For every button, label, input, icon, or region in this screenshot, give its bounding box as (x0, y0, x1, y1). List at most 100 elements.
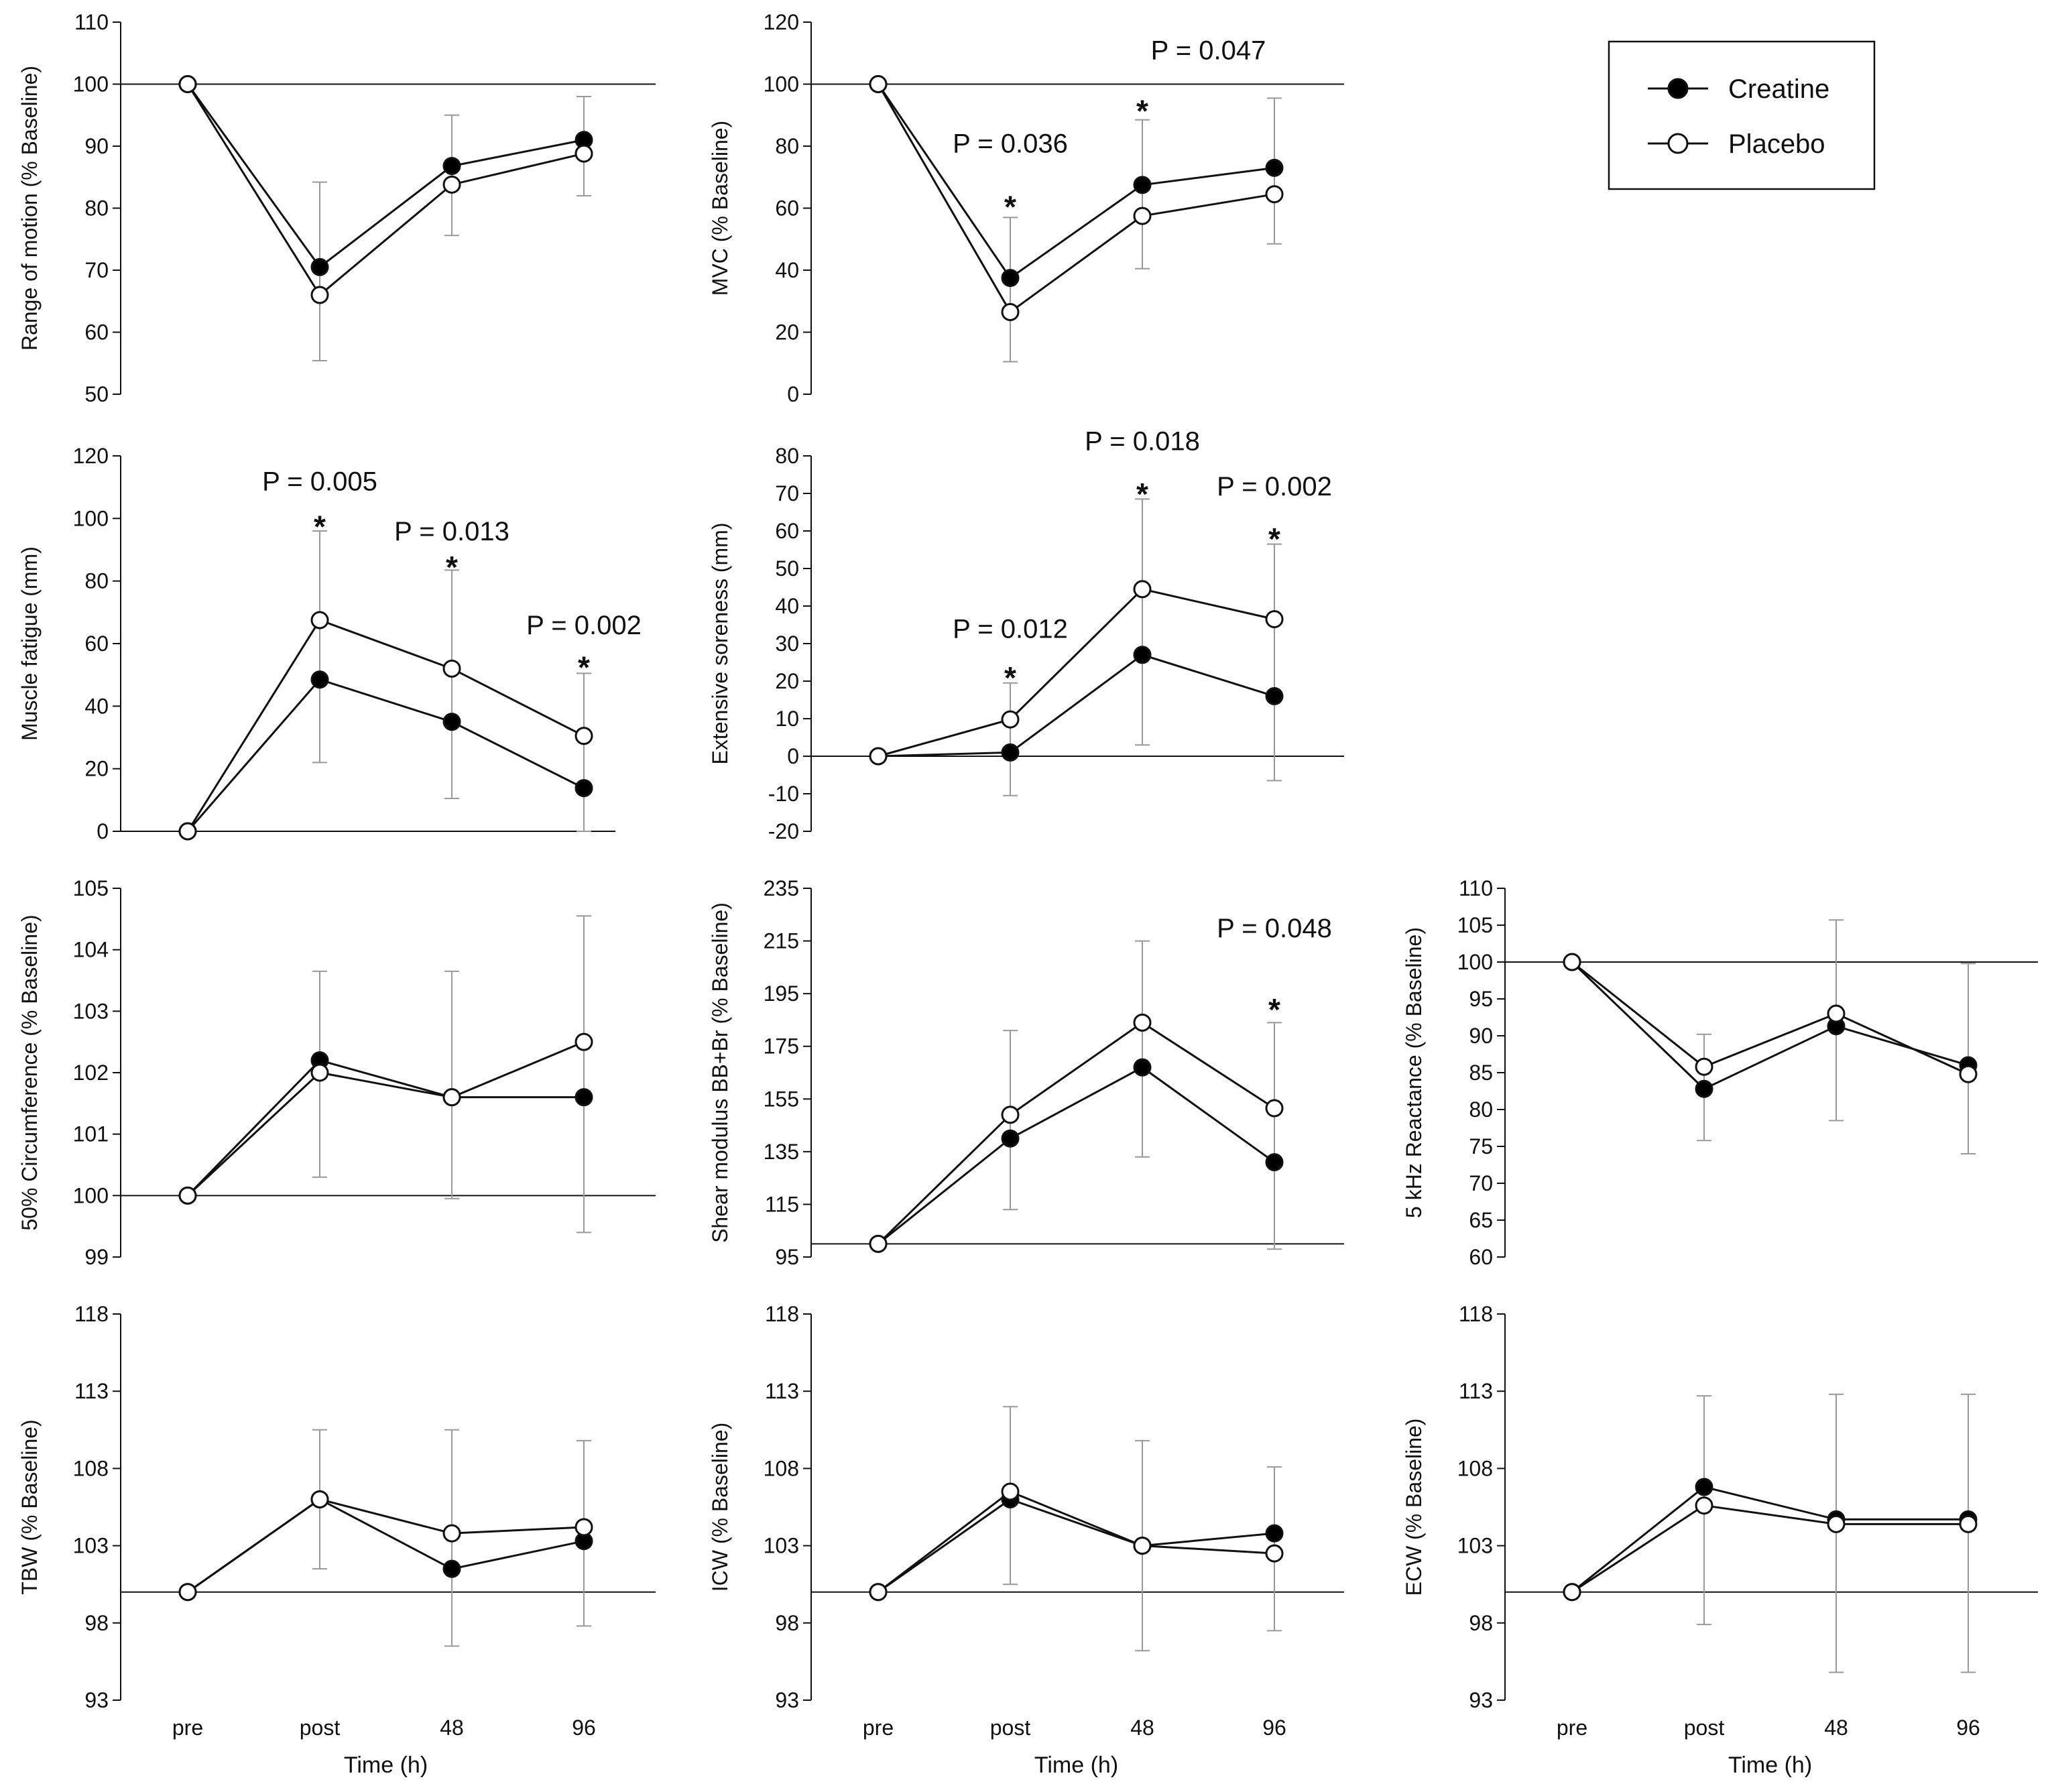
panel-icw: 93 98 103 108 113 118 ICW (% Baseline) pre post 4… (708, 1302, 1344, 1778)
significance-star: * (1268, 522, 1280, 556)
series-line-placebo (186, 619, 585, 832)
y-tick-label: 10 (775, 707, 799, 731)
y-tick-label: 20 (84, 757, 109, 781)
legend-label: Creatine (1728, 74, 1829, 104)
y-tick-label: 118 (74, 1302, 109, 1326)
y-tick-label: -10 (768, 782, 799, 806)
panel-mvc: 0 20 40 60 80 100 120 MVC (% Baseline) P = 0.047… (708, 10, 1344, 406)
y-tick-label: 102 (73, 1061, 109, 1085)
y-tick-label: 103 (73, 999, 109, 1023)
p-value-annotation: P = 0.047 (1151, 36, 1266, 66)
data-point-placebo (1133, 1013, 1152, 1032)
y-tick-label: 80 (775, 134, 799, 158)
y-tick-label: 80 (84, 569, 109, 593)
y-tick-label: 40 (775, 258, 799, 282)
y-tick-label: 85 (1469, 1061, 1493, 1085)
data-point-placebo (1695, 1496, 1713, 1515)
y-axis-label: 5 kHz Reactance (% Baseline) (1402, 927, 1426, 1218)
data-point-placebo (1959, 1514, 1978, 1533)
y-tick-label: 110 (1459, 876, 1493, 900)
x-tick-label: post (990, 1716, 1031, 1740)
data-point-creatine (1265, 686, 1284, 705)
data-point-creatine (1695, 1079, 1713, 1098)
y-tick-label: 100 (1457, 950, 1493, 974)
series-line-creatine (878, 1498, 1275, 1593)
data-point-placebo (1695, 1057, 1713, 1076)
series-line-placebo (877, 1021, 1275, 1245)
x-axis-label: Time (h) (344, 1752, 428, 1778)
x-tick-label: pre (172, 1716, 203, 1740)
p-value-annotation: P = 0.002 (1217, 472, 1332, 501)
y-tick-label: 103 (73, 1534, 109, 1558)
y-axis-label: ICW (% Baseline) (708, 1423, 732, 1592)
y-tick-label: 20 (775, 320, 799, 345)
y-tick-label: 60 (775, 196, 799, 221)
y-tick-label: 113 (1459, 1379, 1493, 1403)
p-value-annotation: P = 0.036 (953, 129, 1068, 158)
data-point-creatine (1695, 1478, 1713, 1496)
series-line-creatine (186, 678, 585, 832)
y-tick-label: 99 (84, 1245, 109, 1269)
x-tick-label: 48 (440, 1716, 464, 1740)
y-tick-label: 100 (73, 1183, 109, 1207)
y-tick-label: 40 (84, 694, 109, 718)
data-point-placebo (869, 75, 888, 93)
series-line-creatine (187, 1498, 585, 1593)
data-point-placebo (442, 175, 461, 194)
data-point-placebo (1563, 1583, 1581, 1602)
data-point-placebo (1001, 710, 1020, 729)
y-tick-label: 120 (764, 10, 799, 34)
x-tick-label: 96 (1956, 1716, 1980, 1740)
y-tick-label: 120 (73, 444, 109, 468)
y-tick-label: 98 (84, 1611, 109, 1635)
significance-star: * (578, 650, 590, 684)
series-line-placebo (1571, 1504, 1968, 1593)
y-tick-label: 93 (775, 1688, 799, 1712)
series-line-creatine (186, 83, 585, 269)
y-tick-label: 0 (787, 382, 799, 406)
data-point-placebo (178, 1583, 197, 1602)
y-tick-label: 80 (1469, 1097, 1493, 1122)
data-point-placebo (1265, 1544, 1284, 1563)
y-axis-label: 50% Circumference (% Baseline) (17, 914, 42, 1230)
y-axis-label: Muscle fatigue (mm) (17, 546, 42, 741)
y-tick-label: 113 (765, 1379, 799, 1403)
y-tick-label: 40 (775, 594, 799, 618)
data-point-placebo (1827, 1004, 1846, 1023)
legend-box (1608, 40, 1876, 190)
data-point-placebo (1265, 1099, 1284, 1118)
series-line-placebo (187, 1498, 585, 1593)
y-tick-label: -20 (768, 819, 799, 843)
y-axis-label: MVC (% Baseline) (708, 121, 732, 296)
data-point-placebo (310, 1490, 329, 1508)
y-tick-label: 98 (775, 1611, 799, 1635)
data-point-placebo (575, 1518, 593, 1537)
data-point-placebo (442, 1088, 461, 1107)
data-point-creatine (310, 257, 329, 276)
significance-star: * (1004, 660, 1016, 695)
series-line-creatine (878, 1066, 1275, 1245)
y-tick-label: 195 (764, 981, 799, 1006)
data-point-creatine (310, 670, 329, 689)
data-point-placebo (310, 286, 329, 304)
y-tick-label: 70 (1469, 1171, 1493, 1195)
data-point-placebo (869, 1234, 888, 1253)
data-point-creatine (1133, 1058, 1152, 1077)
y-tick-label: 155 (764, 1087, 799, 1111)
data-point-creatine (1265, 1153, 1284, 1172)
series-line-placebo (877, 83, 1275, 314)
series-line-placebo (186, 1040, 585, 1197)
y-tick-label: 60 (84, 632, 109, 656)
panel-soreness: -20 -10 0 10 20 30 40 50 60 70 80 Extensive sorenes… (708, 427, 1344, 843)
y-tick-label: 60 (84, 320, 109, 345)
y-tick-label: 90 (84, 134, 109, 158)
y-tick-label: 75 (1469, 1134, 1493, 1158)
legend-marker (1667, 78, 1689, 99)
data-point-placebo (575, 1032, 593, 1051)
significance-star: * (314, 509, 326, 544)
data-point-placebo (575, 727, 593, 745)
y-tick-label: 135 (764, 1140, 799, 1164)
x-tick-label: post (300, 1716, 341, 1740)
series-line-creatine (1571, 1486, 1968, 1593)
legend-label: Placebo (1728, 129, 1825, 159)
